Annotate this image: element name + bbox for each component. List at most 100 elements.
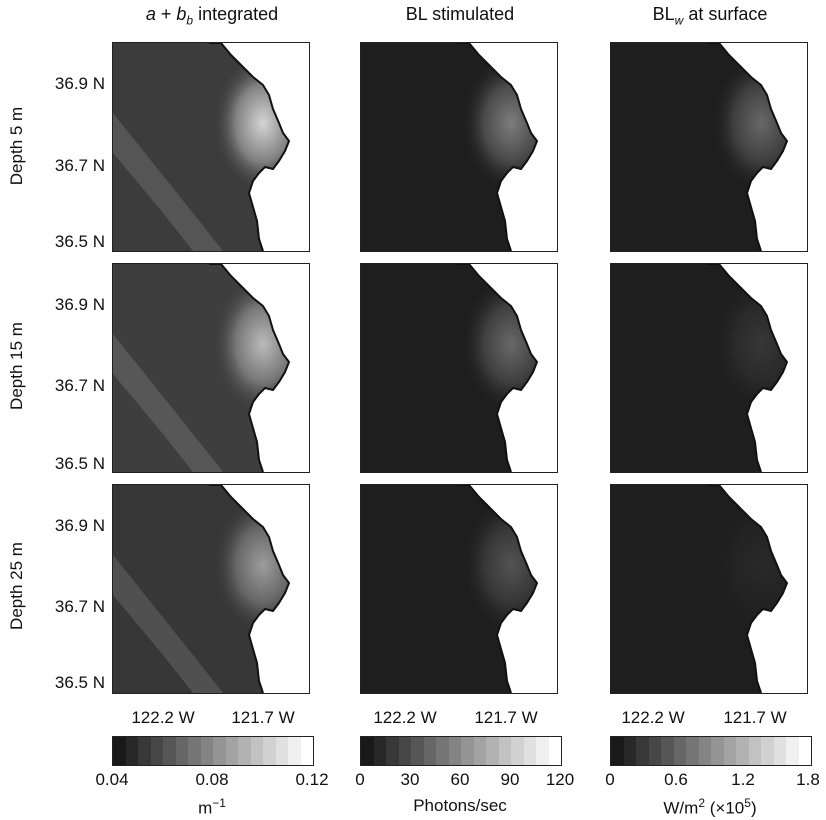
map-land [707, 264, 807, 472]
colorbar-step [661, 737, 674, 765]
cb2-tick-0: 0 [355, 770, 365, 789]
colorbar-step [163, 737, 176, 765]
colorbar-step [798, 737, 811, 765]
map-field [113, 485, 309, 693]
cb2-tick-3: 90 [500, 770, 520, 789]
colorbar-step [138, 737, 151, 765]
colorbar-step [275, 737, 288, 765]
colorbar-step [448, 737, 461, 765]
map-coastline [209, 43, 291, 251]
row-label-3: Depth 25 m [7, 542, 26, 630]
cb2-tick-2: 60 [450, 770, 470, 789]
colorbar-step [711, 737, 724, 765]
ytick-r3-1: 36.9 N [54, 516, 105, 535]
map-band [113, 555, 223, 693]
map-field [361, 485, 557, 693]
column-title-2: BL stimulated [405, 4, 515, 24]
map-field [611, 43, 807, 251]
map-coastline [707, 43, 789, 251]
map-field [113, 43, 309, 251]
map-panel-r3-c2 [360, 484, 558, 694]
ytick-r2-1: 36.9 N [54, 295, 105, 314]
xtick-c2-1: 122.2 W [373, 708, 437, 727]
colorbar-step [773, 737, 786, 765]
map-field [611, 485, 807, 693]
map-panel-r2-c1 [112, 263, 310, 473]
map-panel-r3-c1 [112, 484, 310, 694]
map-coastline [457, 485, 539, 693]
map-panel-r2-c3 [610, 263, 808, 473]
map-land [209, 43, 309, 251]
xtick-c1-1: 122.2 W [131, 708, 195, 727]
row-label-1: Depth 5 m [7, 106, 26, 186]
colorbar-step [473, 737, 486, 765]
xtick-c3-2: 121.7 W [723, 708, 787, 727]
map-coastline [457, 43, 539, 251]
map-coastline [707, 264, 789, 472]
colorbar-step [736, 737, 749, 765]
map-field [361, 264, 557, 472]
colorbar-step [200, 737, 213, 765]
map-field [361, 43, 557, 251]
ytick-r1-2: 36.7 N [54, 156, 105, 175]
colorbar-1 [112, 736, 314, 766]
cb1-tick-1: 0.08 [195, 770, 229, 789]
map-land [707, 43, 807, 251]
map-panel-r1-c1 [112, 42, 310, 252]
ytick-r2-3: 36.5 N [54, 454, 105, 473]
colorbar-step [461, 737, 474, 765]
map-land [209, 485, 309, 693]
cb3-tick-1: 0.6 [664, 770, 688, 789]
map-panel-r1-c2 [360, 42, 558, 252]
ytick-r3-3: 36.5 N [54, 673, 105, 692]
colorbar-step [498, 737, 511, 765]
colorbar-step [225, 737, 238, 765]
column-title-3: BLw at surface [652, 4, 768, 28]
map-coastline [457, 264, 539, 472]
colorbar-step [150, 737, 163, 765]
map-coastline [209, 264, 291, 472]
colorbar-step [536, 737, 549, 765]
map-field [611, 264, 807, 472]
colorbar-step [748, 737, 761, 765]
cb1-tick-0: 0.04 [95, 770, 129, 789]
colorbar-step [673, 737, 686, 765]
map-panel-r1-c3 [610, 42, 808, 252]
map-land [209, 264, 309, 472]
row-label-2: Depth 15 m [7, 322, 26, 410]
xtick-c1-2: 121.7 W [231, 708, 295, 727]
colorbar-step [263, 737, 276, 765]
cb2-tick-1: 30 [400, 770, 420, 789]
colorbar-step [300, 737, 313, 765]
map-field [113, 264, 309, 472]
colorbar-step [548, 737, 561, 765]
map-land [457, 43, 557, 251]
map-band [113, 113, 223, 251]
map-land [457, 264, 557, 472]
colorbar-step [113, 737, 126, 765]
colorbar-step [398, 737, 411, 765]
colorbar-step [436, 737, 449, 765]
colorbar-3 [610, 736, 812, 766]
colorbar-step [523, 737, 536, 765]
map-coastline [209, 485, 291, 693]
colorbar-step [611, 737, 624, 765]
colorbar-step [213, 737, 226, 765]
ytick-r2-2: 36.7 N [54, 376, 105, 395]
map-coastline [707, 485, 789, 693]
colorbar-step [288, 737, 301, 765]
colorbar-step [761, 737, 774, 765]
xtick-c2-2: 121.7 W [474, 708, 538, 727]
colorbar-step [373, 737, 386, 765]
map-panel-r3-c3 [610, 484, 808, 694]
column-title-1: a + bb integrated [145, 4, 279, 28]
colorbar-step [238, 737, 251, 765]
colorbar-step [386, 737, 399, 765]
cb2-tick-4: 120 [545, 770, 575, 789]
colorbar-step [411, 737, 424, 765]
colorbar-step [511, 737, 524, 765]
cb1-tick-2: 0.12 [295, 770, 329, 789]
colorbar-step [188, 737, 201, 765]
map-panel-r2-c2 [360, 263, 558, 473]
colorbar-2-unit: Photons/sec [413, 796, 507, 815]
